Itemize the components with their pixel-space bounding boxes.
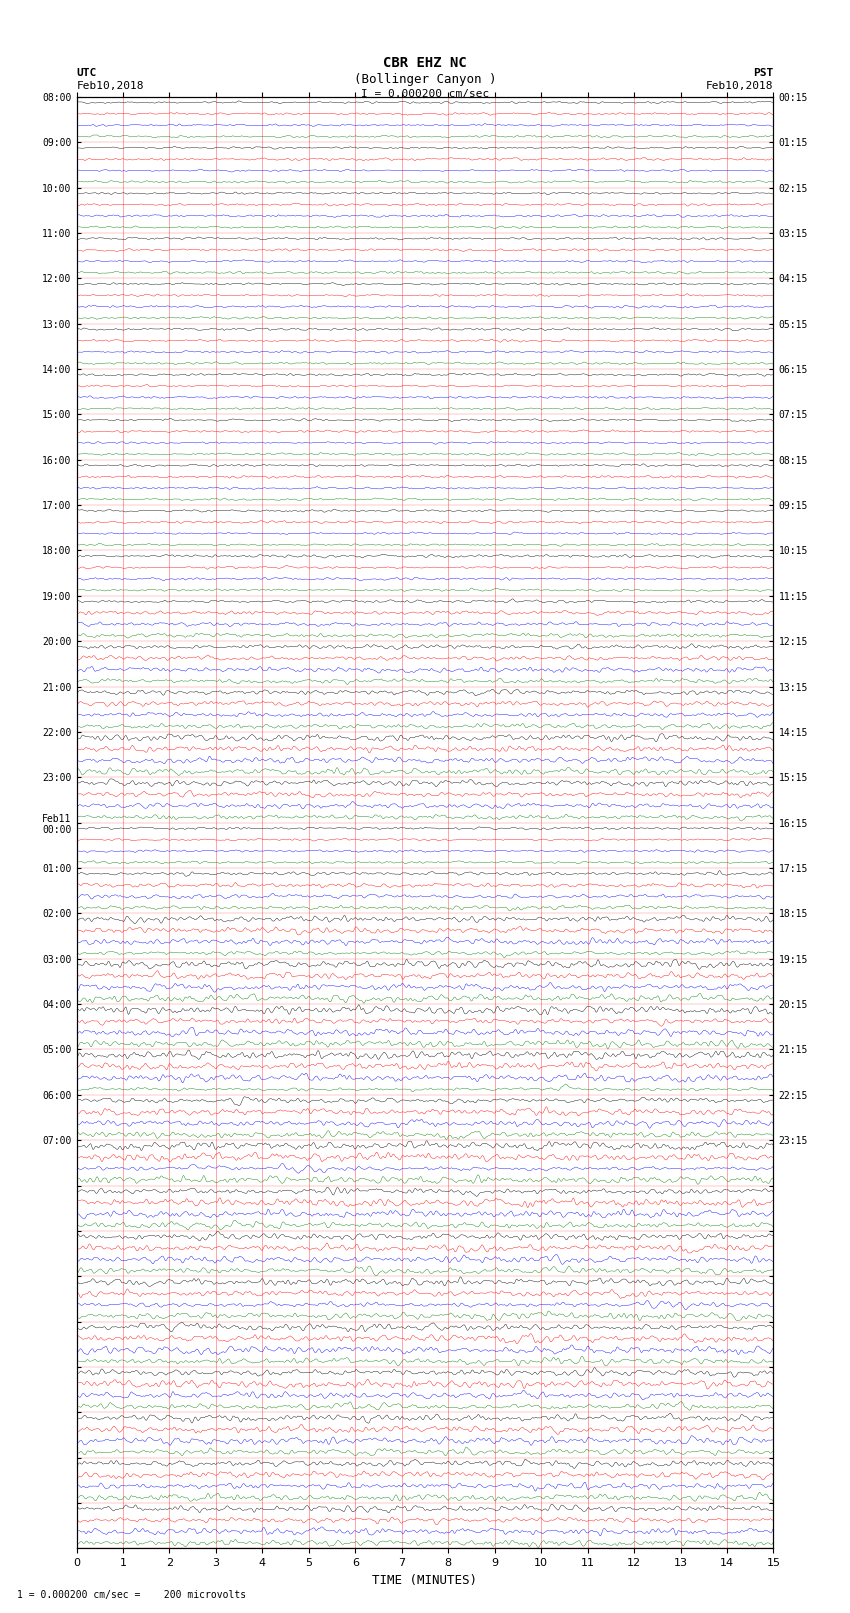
Text: I = 0.000200 cm/sec: I = 0.000200 cm/sec xyxy=(361,89,489,98)
Text: PST: PST xyxy=(753,68,774,77)
Text: Feb10,2018: Feb10,2018 xyxy=(76,81,144,90)
Text: (Bollinger Canyon ): (Bollinger Canyon ) xyxy=(354,73,496,85)
Text: CBR EHZ NC: CBR EHZ NC xyxy=(383,56,467,71)
Text: 1 = 0.000200 cm/sec =    200 microvolts: 1 = 0.000200 cm/sec = 200 microvolts xyxy=(17,1590,246,1600)
Text: UTC: UTC xyxy=(76,68,97,77)
Text: Feb10,2018: Feb10,2018 xyxy=(706,81,774,90)
X-axis label: TIME (MINUTES): TIME (MINUTES) xyxy=(372,1574,478,1587)
